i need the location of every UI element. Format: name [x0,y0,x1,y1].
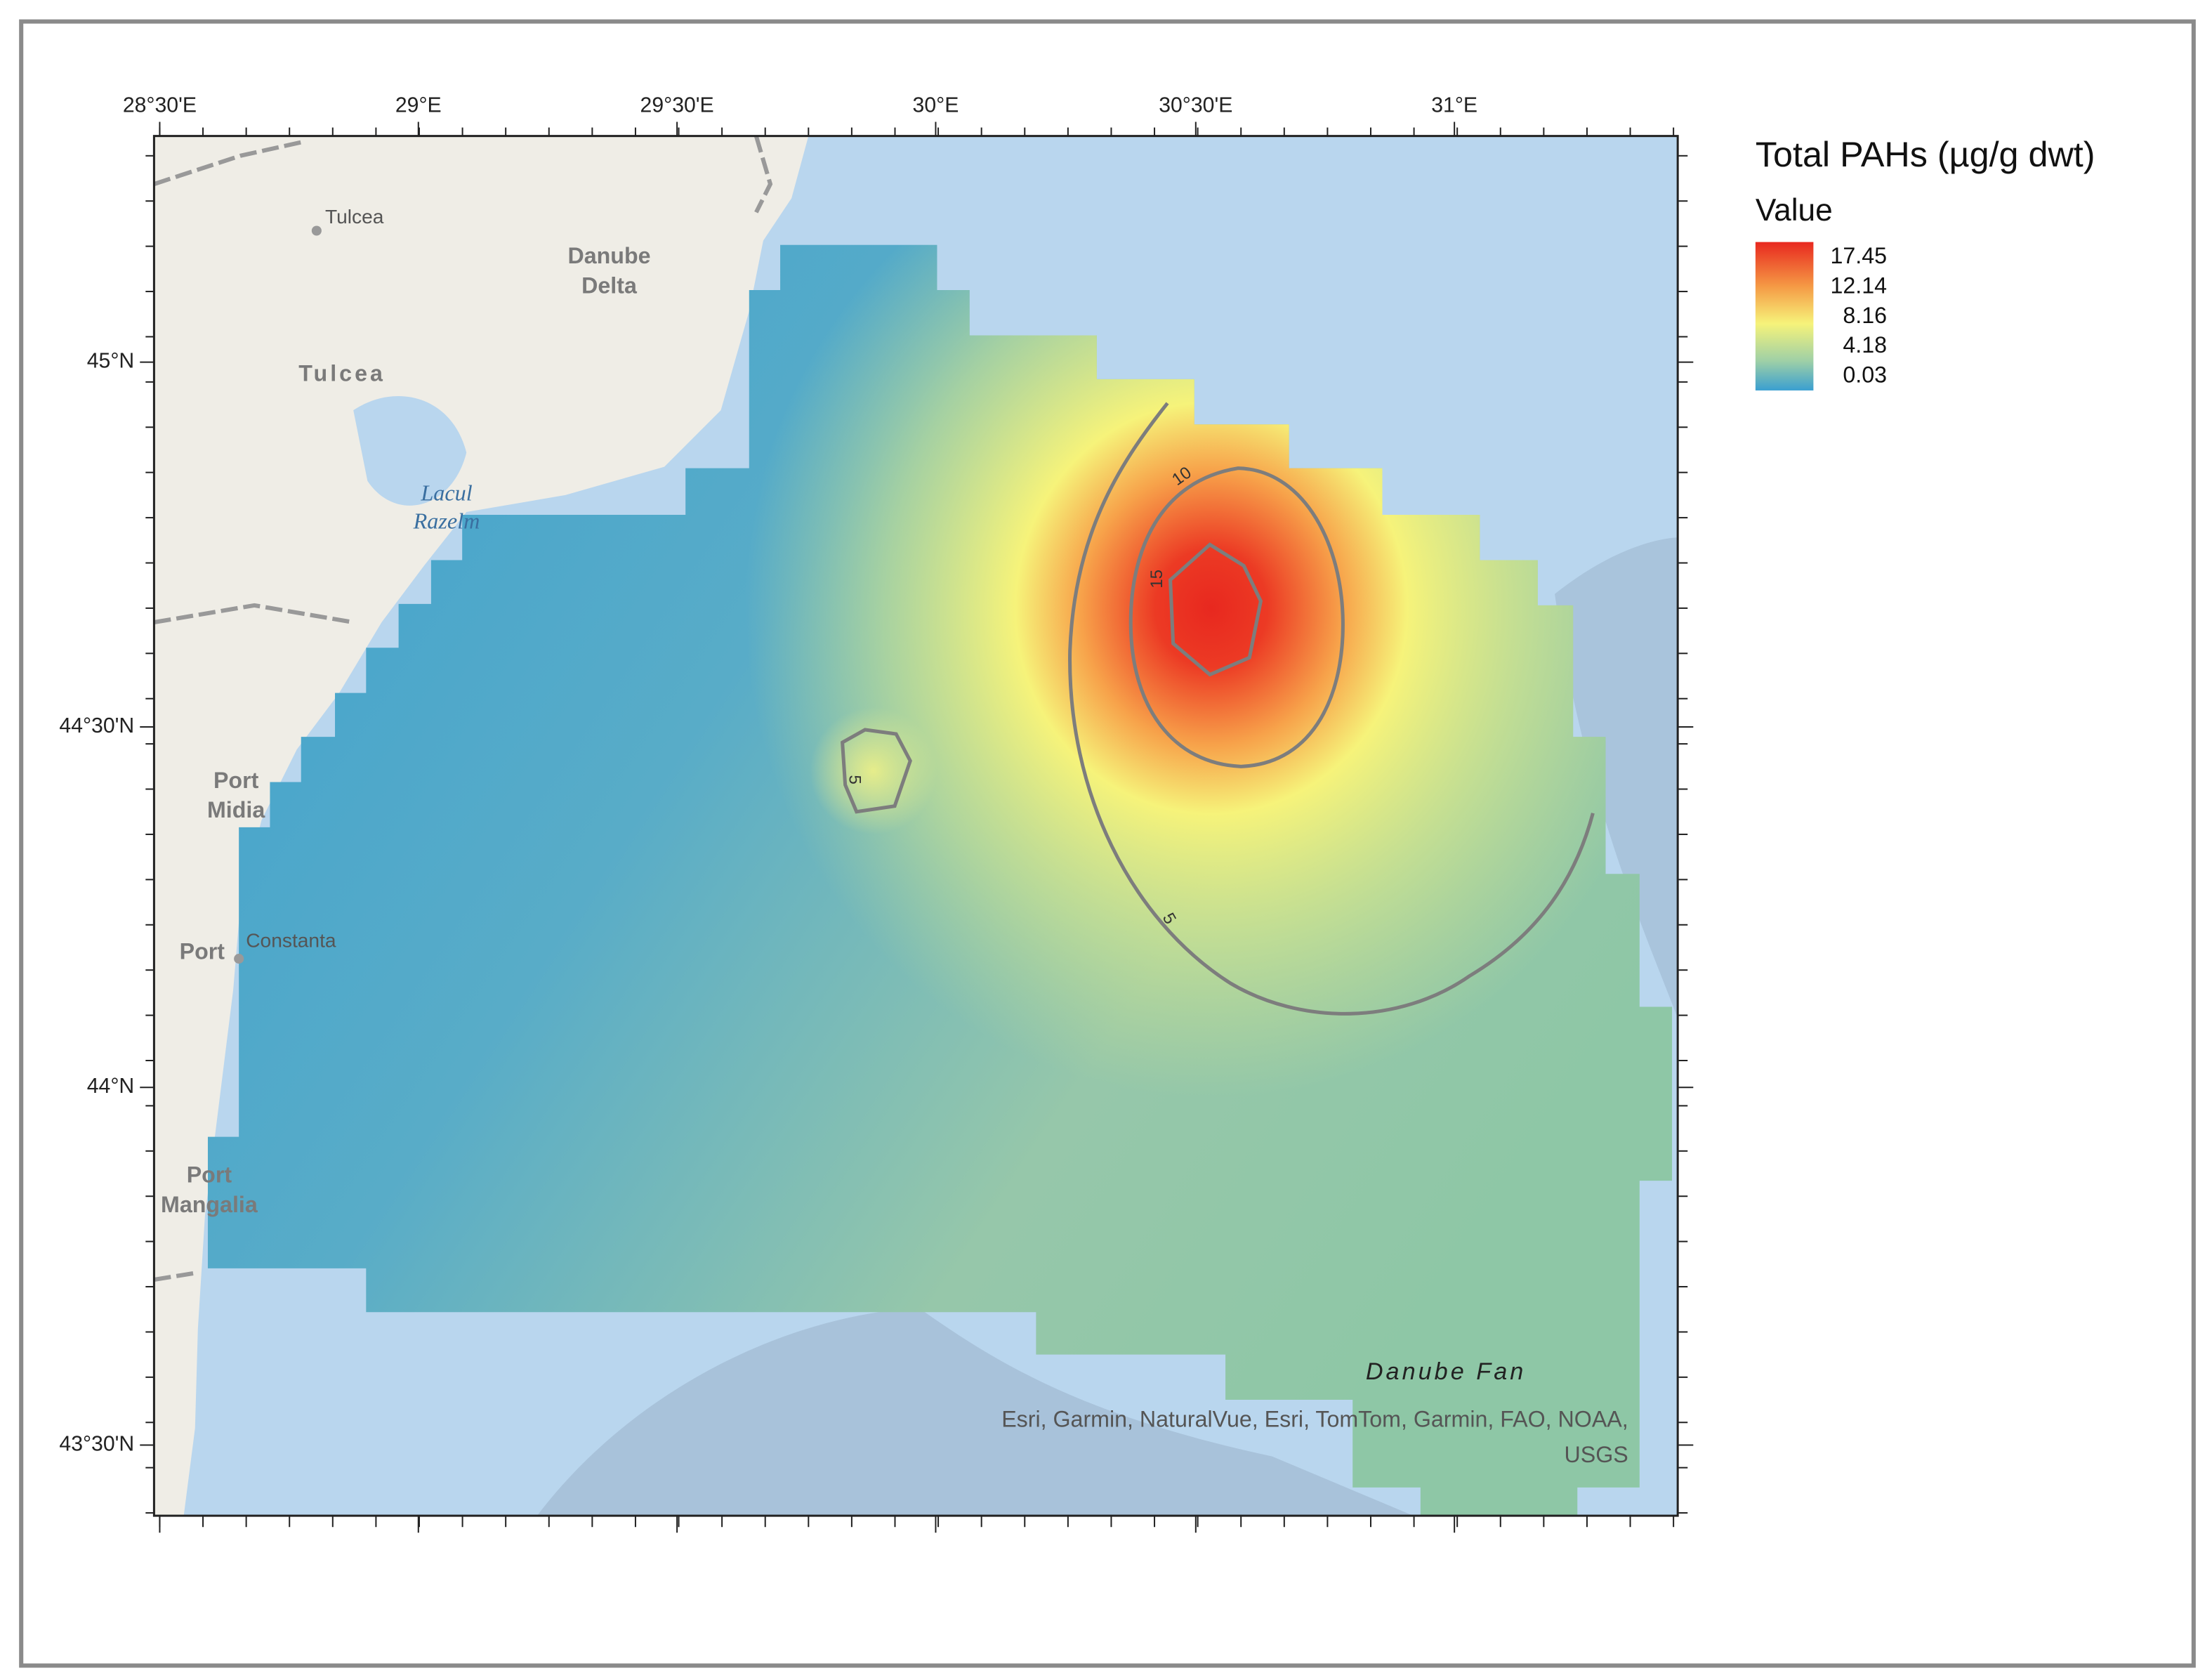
place-label: Tulcea [298,360,386,386]
attribution: USGS [1564,1442,1628,1467]
place-label: Port [180,939,225,964]
map-frame [152,135,1679,1517]
frame-ticks [140,122,1694,1533]
latitude-label: 44°30'N [59,714,134,737]
place-label: Lacul [420,480,472,505]
latitude-label: 43°30'N [59,1432,134,1455]
place-label: Razelm [413,508,480,534]
seafloor-relief [536,1308,1414,1516]
seafloor-relief [1555,537,1678,1018]
legend-label: 8.16 [1843,303,1887,328]
longitude-label: 30°30'E [1159,93,1232,117]
place-label: Port [213,768,259,793]
contour-label: 5 [845,775,864,784]
longitude-label: 30°E [913,93,959,117]
outer-border [19,19,2196,1668]
place-label: Constanta [246,928,336,951]
latitude-label: 45°N [87,350,134,373]
place-label: Tulcea [325,205,384,228]
legend-color-bar [1755,242,1814,391]
legend-label: 4.18 [1843,332,1887,357]
legend-label: 17.45 [1830,243,1887,268]
contour-line [1168,542,1263,677]
longitude-label: 29°E [395,93,442,117]
city-dot [234,954,244,964]
legend-subtitle: Value [1756,193,1833,228]
place-label: Port [187,1162,232,1188]
latitude-label: 44°N [87,1075,134,1098]
attribution: Esri, Garmin, NaturalVue, Esri, TomTom, … [1001,1407,1628,1432]
land [154,136,809,1516]
city-dot [311,225,322,236]
lagoon [353,395,467,506]
contour-line [1128,466,1345,768]
place-label: Danube [567,243,650,268]
place-label: Mangalia [161,1192,258,1217]
longitude-label: 29°30'E [640,93,714,117]
place-label: Danube Fan [1366,1358,1527,1385]
legend-label: 0.03 [1843,362,1887,387]
border-line [154,136,773,1282]
longitude-label: 31°E [1431,93,1477,117]
legend-label: 12.14 [1830,273,1887,298]
basemap: 10 15 5 5 Tulcea Danube Delta Tulcea Lac… [154,136,1678,1516]
contour-line [1068,402,1595,1016]
contour-label: 15 [1147,570,1166,589]
contour-line [841,728,912,814]
longitude-label: 28°30'E [123,93,197,117]
legend-title: Total PAHs (µg/g dwt) [1756,134,2095,174]
place-label: Delta [581,273,638,298]
place-label: Midia [207,797,265,822]
